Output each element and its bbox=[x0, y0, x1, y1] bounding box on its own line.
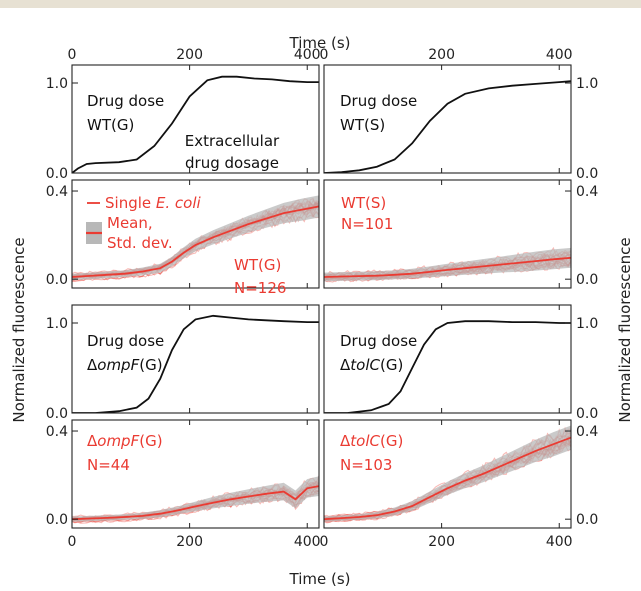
y-tick-label: 1.0 bbox=[46, 76, 68, 92]
label-fl-wt-g-line1: WT(G) bbox=[234, 256, 281, 274]
y-tick-label: 0.4 bbox=[46, 424, 68, 440]
panel-dose-ompf-g: 0.0 1.0 bbox=[46, 304, 320, 422]
plot-area bbox=[324, 425, 571, 524]
panel-dose-wt-g: 0.0 1.00 200 400 bbox=[46, 47, 321, 182]
x-tick-label: 400 bbox=[294, 47, 321, 63]
label-dose-ompf-line2: ΔompF(G) bbox=[87, 356, 163, 374]
panel-dose-wt-s: 0.0 1.0 0 200 400 bbox=[320, 47, 599, 182]
plot-frame bbox=[323, 304, 572, 414]
x-tick-label: 400 bbox=[546, 47, 573, 63]
y-tick-label: 0.0 bbox=[576, 406, 598, 422]
plot-frame bbox=[323, 64, 572, 174]
plot-area bbox=[72, 475, 319, 524]
mean-line bbox=[324, 436, 571, 521]
label-fl-tolc-line2: N=103 bbox=[340, 456, 392, 474]
plot-frame bbox=[323, 179, 572, 289]
legend-single-label: Single E. coli bbox=[105, 194, 201, 212]
panel-fluorescence-wt-g: 0.0 0.4 bbox=[46, 179, 320, 289]
x-axis-title-bottom: Time (s) bbox=[289, 570, 351, 588]
mean-line bbox=[72, 205, 319, 278]
drug-dose-line bbox=[324, 320, 571, 413]
label-dose-wt-s-line1: Drug dose bbox=[340, 92, 417, 110]
plot-area bbox=[324, 320, 571, 413]
y-tick-label: 0.4 bbox=[46, 184, 68, 200]
plot-area bbox=[72, 75, 319, 173]
y-tick-label: 0.0 bbox=[46, 166, 68, 182]
y-tick-label: 0.0 bbox=[46, 272, 68, 288]
drug-dose-line bbox=[324, 80, 571, 173]
panel-fluorescence-wt-s: 0.0 0.4 bbox=[323, 179, 598, 289]
top-strip bbox=[0, 0, 641, 8]
y-tick-label: 0.4 bbox=[576, 184, 598, 200]
plot-area bbox=[72, 314, 319, 413]
legend-mean-label-line2: Std. dev. bbox=[107, 234, 173, 252]
plot-frame bbox=[323, 419, 572, 529]
label-dose-ompf-line1: Drug dose bbox=[87, 332, 164, 350]
panel-dose-tolc-g: 0.0 1.0 bbox=[323, 304, 598, 422]
y-tick-label: 1.0 bbox=[46, 316, 68, 332]
drug-dose-line bbox=[72, 75, 319, 173]
x-tick-label: 200 bbox=[176, 47, 203, 63]
plot-frame bbox=[71, 64, 320, 174]
x-tick-label: 400 bbox=[294, 534, 321, 550]
y-tick-label: 1.0 bbox=[576, 76, 598, 92]
legend-mean-label-line1: Mean, bbox=[107, 214, 153, 232]
plot-area bbox=[324, 246, 571, 283]
label-fl-ompf-line2: N=44 bbox=[87, 456, 130, 474]
x-tick-label: 200 bbox=[428, 534, 455, 550]
drug-dose-line bbox=[72, 314, 319, 413]
std-dev-band bbox=[324, 247, 571, 282]
panel-fluorescence-tolc-g: 0.0 0.4 0 200 400 bbox=[320, 419, 598, 550]
mean-line bbox=[324, 256, 571, 278]
panel-fluorescence-ompf-g: 0.0 0.4 0 200 400 bbox=[46, 419, 321, 550]
y-axis-title-right: Normalized fluorescence bbox=[616, 237, 634, 422]
label-extracellular-line2: drug dosage bbox=[185, 154, 279, 172]
y-tick-label: 1.0 bbox=[576, 316, 598, 332]
y-tick-label: 0.0 bbox=[576, 166, 598, 182]
y-axis-title-left: Normalized fluorescence bbox=[10, 237, 28, 422]
x-tick-label: 0 bbox=[68, 534, 77, 550]
label-fl-ompf-line1: ΔompF(G) bbox=[87, 432, 163, 450]
label-dose-tolc-line1: Drug dose bbox=[340, 332, 417, 350]
x-tick-label: 200 bbox=[428, 47, 455, 63]
label-fl-wt-s-line2: N=101 bbox=[341, 215, 393, 233]
label-dose-wt-g-line2: WT(G) bbox=[87, 116, 134, 134]
x-tick-label: 0 bbox=[68, 47, 77, 63]
y-tick-label: 0.0 bbox=[46, 512, 68, 528]
x-tick-label: 0 bbox=[320, 534, 329, 550]
y-tick-label: 0.0 bbox=[576, 272, 598, 288]
y-tick-label: 0.0 bbox=[46, 406, 68, 422]
x-tick-label: 400 bbox=[546, 534, 573, 550]
y-tick-label: 0.0 bbox=[576, 512, 598, 528]
plot-frame bbox=[71, 179, 320, 289]
label-extracellular-line1: Extracellular bbox=[185, 132, 280, 150]
plot-area bbox=[324, 80, 571, 173]
x-tick-label: 0 bbox=[320, 47, 329, 63]
label-dose-wt-g-line1: Drug dose bbox=[87, 92, 164, 110]
std-dev-band bbox=[72, 476, 319, 522]
x-axis-title-top: Time (s) bbox=[289, 34, 351, 52]
mean-line bbox=[72, 485, 319, 521]
y-tick-label: 0.4 bbox=[576, 424, 598, 440]
label-dose-wt-s-line2: WT(S) bbox=[340, 116, 385, 134]
plot-frame bbox=[71, 304, 320, 414]
x-tick-label: 200 bbox=[176, 534, 203, 550]
std-dev-band bbox=[72, 195, 319, 281]
label-fl-wt-g-line2: N=126 bbox=[234, 279, 286, 297]
label-fl-wt-s-line1: WT(S) bbox=[341, 194, 386, 212]
label-fl-tolc-line1: ΔtolC(G) bbox=[340, 432, 403, 450]
label-dose-tolc-line2: ΔtolC(G) bbox=[340, 356, 403, 374]
plot-area bbox=[72, 195, 319, 283]
plot-frame bbox=[71, 419, 320, 529]
